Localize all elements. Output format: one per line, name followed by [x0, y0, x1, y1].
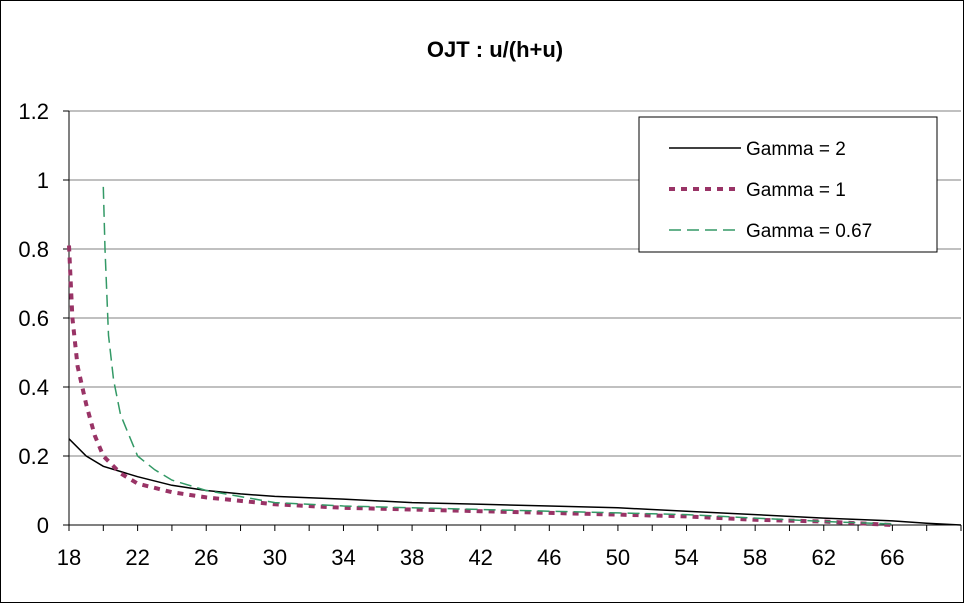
y-axis-ticks: 0 0.2 0.4 0.6 0.8 1 1.2 [18, 99, 69, 538]
chart-title: OJT : u/(h+u) [427, 37, 563, 62]
y-tick-label: 0.4 [18, 375, 49, 400]
x-tick-label: 30 [263, 545, 287, 570]
y-tick-label: 1 [37, 168, 49, 193]
x-tick-label: 50 [606, 545, 630, 570]
x-tick-label: 58 [743, 545, 767, 570]
series-lines [67, 186, 962, 527]
y-tick-label: 0.8 [18, 237, 49, 262]
series-line-1 [67, 245, 893, 527]
x-tick-label: 38 [400, 545, 424, 570]
legend-label: Gamma = 1 [746, 180, 846, 201]
x-tick-label: 42 [468, 545, 492, 570]
legend-label: Gamma = 0.67 [746, 221, 872, 242]
x-tick-label: 26 [194, 545, 218, 570]
x-tick-label: 34 [331, 545, 355, 570]
x-axis-ticks: 18 22 26 30 34 38 42 46 50 54 58 62 66 [57, 525, 962, 570]
x-tick-label: 18 [57, 545, 81, 570]
x-tick-label: 62 [812, 545, 836, 570]
series-line-2 [102, 186, 893, 525]
x-tick-label: 66 [880, 545, 904, 570]
gridlines [69, 110, 961, 457]
series-line-0 [68, 438, 962, 526]
y-tick-label: 1.2 [18, 99, 49, 124]
legend: Gamma = 2 Gamma = 1 Gamma = 0.67 [638, 116, 938, 253]
x-tick-label: 54 [674, 545, 698, 570]
y-tick-label: 0.6 [18, 306, 49, 331]
y-tick-label: 0.2 [18, 444, 49, 469]
legend-label: Gamma = 2 [746, 139, 846, 160]
x-tick-label: 46 [537, 545, 561, 570]
x-tick-label: 22 [125, 545, 149, 570]
y-tick-label: 0 [37, 513, 49, 538]
